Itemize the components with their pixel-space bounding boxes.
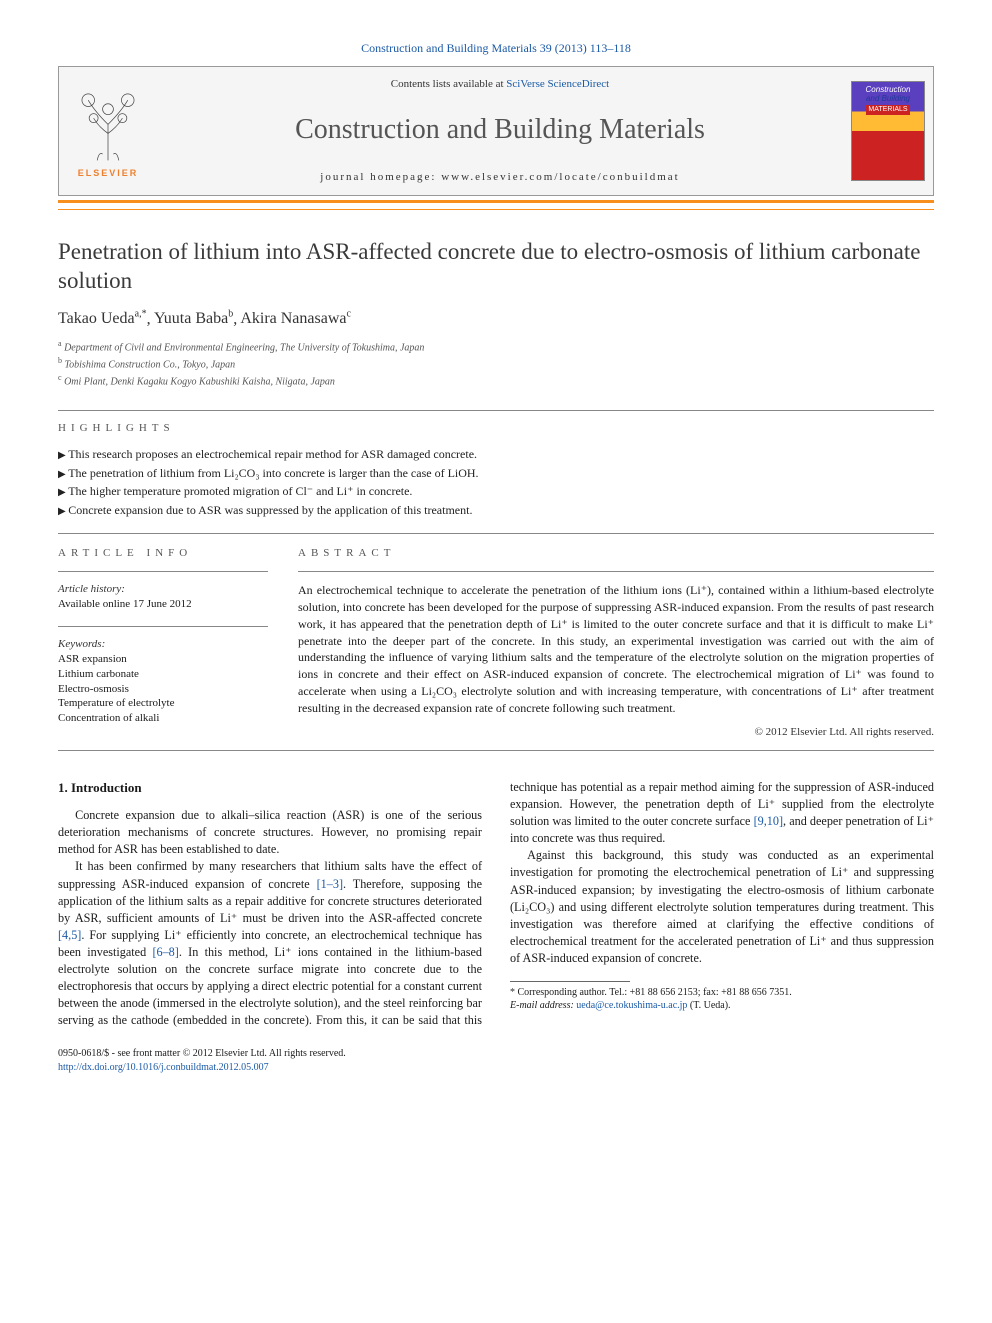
highlights: This research proposes an electrochemica… (58, 445, 934, 519)
keyword: ASR expansion (58, 652, 268, 667)
affiliations: a Department of Civil and Environmental … (58, 338, 934, 390)
divider (58, 533, 934, 534)
paragraph: Against this background, this study was … (510, 847, 934, 967)
journal-homepage[interactable]: journal homepage: www.elsevier.com/locat… (163, 170, 837, 185)
article-info-label: ARTICLE INFO (58, 546, 268, 561)
intro-heading: 1. Introduction (58, 779, 482, 797)
contents-prefix: Contents lists available at (391, 78, 506, 90)
ref-link[interactable]: [6–8] (152, 945, 178, 959)
author-0[interactable]: Takao Uedaa,* (58, 310, 147, 327)
abstract-text: An electrochemical technique to accelera… (298, 582, 934, 716)
abstract-copyright: © 2012 Elsevier Ltd. All rights reserved… (298, 725, 934, 740)
author-2[interactable]: Akira Nanasawac (240, 310, 351, 327)
author-1[interactable]: Yuuta Babab (154, 310, 233, 327)
email-link[interactable]: ueda@ce.tokushima-u.ac.jp (576, 1000, 687, 1011)
divider (58, 626, 268, 627)
doi-link[interactable]: http://dx.doi.org/10.1016/j.conbuildmat.… (58, 1062, 269, 1073)
highlights-label: HIGHLIGHTS (58, 421, 934, 436)
keyword: Lithium carbonate (58, 667, 268, 682)
citation-top[interactable]: Construction and Building Materials 39 (… (58, 40, 934, 56)
corresponding-footnote: * Corresponding author. Tel.: +81 88 656… (510, 986, 934, 1013)
orange-rule-thick (58, 200, 934, 203)
journal-cover: Construction and Building MATERIALS (843, 67, 933, 195)
affiliation-c: Omi Plant, Denki Kagaku Kogyo Kabushiki … (64, 377, 335, 388)
highlight-item: The penetration of lithium from Li₂CO₃ i… (58, 464, 934, 483)
ref-link[interactable]: [1–3] (317, 877, 343, 891)
paragraph: Concrete expansion due to alkali–silica … (58, 807, 482, 858)
divider (58, 410, 934, 411)
bottom-meta: 0950-0618/$ - see front matter © 2012 El… (58, 1047, 934, 1074)
cover-line2: and Building (854, 94, 922, 103)
publisher-logo: ELSEVIER (59, 67, 157, 195)
abstract-label: ABSTRACT (298, 546, 934, 561)
ref-link[interactable]: [9,10] (754, 814, 783, 828)
sciencedirect-link[interactable]: SciVerse ScienceDirect (506, 78, 609, 90)
article-history: Article history: Available online 17 Jun… (58, 582, 268, 612)
highlight-item: The higher temperature promoted migratio… (58, 482, 934, 501)
authors: Takao Uedaa,*, Yuuta Babab, Akira Nanasa… (58, 308, 934, 330)
highlight-item: Concrete expansion due to ASR was suppre… (58, 501, 934, 520)
publisher-name: ELSEVIER (78, 167, 139, 179)
orange-rule-thin (58, 209, 934, 210)
keywords: Keywords: ASR expansion Lithium carbonat… (58, 637, 268, 726)
divider (298, 571, 934, 572)
ref-link[interactable]: [4,5] (58, 928, 81, 942)
body-text: 1. Introduction Concrete expansion due t… (58, 779, 934, 1029)
article-title: Penetration of lithium into ASR-affected… (58, 238, 934, 296)
affiliation-a: Department of Civil and Environmental En… (64, 342, 424, 353)
highlight-item: This research proposes an electrochemica… (58, 445, 934, 464)
footnote-separator (510, 981, 630, 982)
cover-line3: MATERIALS (866, 105, 909, 115)
keyword: Temperature of electrolyte (58, 696, 268, 711)
journal-title: Construction and Building Materials (163, 111, 837, 149)
cover-line1: Construction (854, 85, 922, 94)
journal-header: ELSEVIER Contents lists available at Sci… (58, 66, 934, 196)
divider (58, 750, 934, 751)
front-matter: 0950-0618/$ - see front matter © 2012 El… (58, 1047, 934, 1061)
keyword: Concentration of alkali (58, 711, 268, 726)
affiliation-b: Tobishima Construction Co., Tokyo, Japan (65, 359, 236, 370)
keyword: Electro-osmosis (58, 682, 268, 697)
elsevier-tree-icon (68, 84, 148, 165)
divider (58, 571, 268, 572)
contents-available: Contents lists available at SciVerse Sci… (163, 77, 837, 92)
